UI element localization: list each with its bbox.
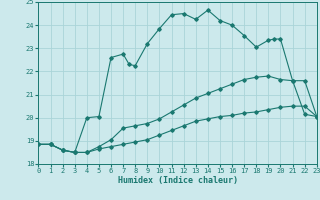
X-axis label: Humidex (Indice chaleur): Humidex (Indice chaleur) — [118, 176, 238, 185]
